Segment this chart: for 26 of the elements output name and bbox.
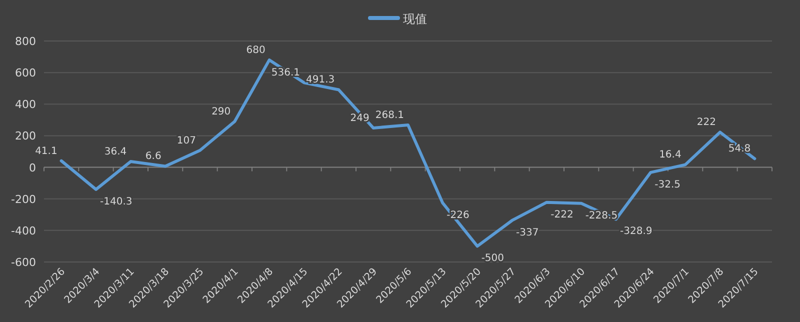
data-label: -500 — [481, 253, 504, 264]
data-label: -222 — [550, 209, 574, 220]
data-label: 107 — [176, 135, 196, 146]
y-tick-label: 600 — [15, 66, 36, 80]
data-label: -32.5 — [654, 179, 681, 190]
data-label: 268.1 — [375, 110, 404, 121]
y-tick-label: 800 — [15, 35, 36, 48]
data-label: 222 — [696, 117, 716, 128]
legend-label: 现值 — [403, 12, 427, 26]
y-tick-label: -400 — [11, 224, 36, 238]
data-label: -140.3 — [100, 196, 132, 208]
data-label: 491.3 — [306, 74, 335, 86]
data-label: -337 — [516, 227, 539, 238]
data-label: 6.6 — [145, 151, 162, 162]
y-tick-label: 0 — [29, 161, 36, 174]
data-label: 16.4 — [659, 150, 682, 161]
data-label: 36.4 — [104, 146, 127, 158]
line-series — [60, 58, 756, 248]
data-label: -328.9 — [620, 226, 652, 238]
y-tick-label: 200 — [15, 130, 36, 143]
data-label: 680 — [246, 44, 266, 56]
data-label: 290 — [212, 106, 231, 118]
y-tick-label: 400 — [15, 98, 36, 112]
y-tick-label: -600 — [11, 256, 36, 269]
y-tick-label: -200 — [11, 192, 36, 206]
data-label: 41.1 — [35, 146, 58, 157]
